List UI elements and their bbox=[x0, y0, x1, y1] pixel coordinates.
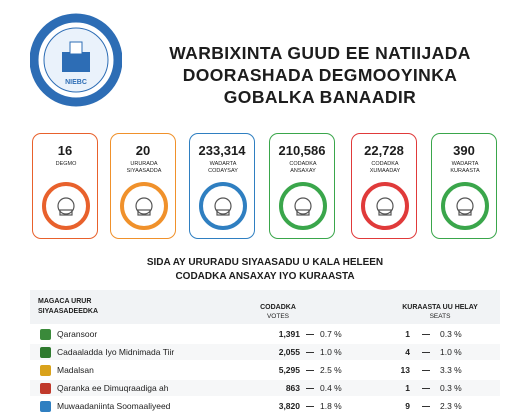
party-name: Cadaaladda Iyo Midnimada Tiir bbox=[57, 347, 175, 357]
votes-pct: 0.4 % bbox=[320, 383, 342, 393]
stat-label: DEGMO bbox=[55, 161, 77, 167]
votes-pct: 2.5 % bbox=[320, 365, 342, 375]
title-line: DOORASHADA DEGMOOYINKA bbox=[182, 65, 458, 85]
party-name: Qaranka ee Dimuqraadiga ah bbox=[57, 383, 169, 393]
stat-card: 210,586 CODADKA ANSAXAY bbox=[269, 133, 335, 239]
stat-number: 210,586 bbox=[278, 143, 326, 158]
stat-number: 390 bbox=[453, 143, 475, 158]
table-row: Muwaadaniinta Soomaaliyeed 3,820 1.8 % 9 2.3… bbox=[30, 398, 500, 414]
logo: NIEBC bbox=[30, 13, 122, 107]
seats: 1 bbox=[405, 329, 410, 339]
dash bbox=[306, 334, 314, 335]
stat-icon bbox=[441, 182, 489, 230]
seats-pct: 1.0 % bbox=[440, 347, 462, 357]
subtitle-line: SIDA AY URURADU SIYAASADU U KALA HELEEN bbox=[146, 257, 384, 268]
header-votes-sub: VOTES bbox=[266, 313, 290, 320]
votes: 2,055 bbox=[278, 347, 300, 357]
stat-label: CODADKA ANSAXAY bbox=[289, 161, 317, 174]
votes: 3,820 bbox=[278, 401, 300, 411]
stat-icon bbox=[120, 182, 168, 230]
dash bbox=[422, 370, 430, 371]
dash bbox=[306, 370, 314, 371]
stat-card: 22,728 CODADKA XUMAADAY bbox=[351, 133, 417, 239]
dash bbox=[422, 352, 430, 353]
stat-card: 233,314 WADARTA CODAYSAY bbox=[189, 133, 255, 239]
stat-card: 390 WADARTA KURAASTA bbox=[431, 133, 497, 239]
subtitle: SIDA AY URURADU SIYAASADU U KALA HELEEN … bbox=[60, 256, 470, 284]
stat-label: CODADKA XUMAADAY bbox=[369, 161, 401, 174]
party-name: Qaransoor bbox=[57, 329, 98, 339]
header-seats: KURAASTA UU HELAY bbox=[402, 304, 478, 311]
stat-icon bbox=[279, 182, 327, 230]
dash bbox=[422, 334, 430, 335]
stat-icon bbox=[199, 182, 247, 230]
party-name: Muwaadaniinta Soomaaliyeed bbox=[57, 401, 171, 411]
seats-pct: 0.3 % bbox=[440, 383, 462, 393]
seats: 1 bbox=[405, 383, 410, 393]
stat-icon bbox=[42, 182, 90, 230]
seats: 9 bbox=[405, 401, 410, 411]
seats-pct: 3.3 % bbox=[440, 365, 462, 375]
dash bbox=[422, 406, 430, 407]
seats: 4 bbox=[405, 347, 410, 357]
votes: 863 bbox=[285, 383, 300, 393]
votes: 1,391 bbox=[278, 329, 300, 339]
table-row: Qaranka ee Dimuqraadiga ah 863 0.4 % 1 0.3 % bbox=[30, 380, 500, 396]
votes-pct: 0.7 % bbox=[320, 329, 342, 339]
dash bbox=[422, 388, 430, 389]
votes-pct: 1.0 % bbox=[320, 347, 342, 357]
table-row: Cadaaladda Iyo Midnimada Tiir 2,055 1.0 % 4… bbox=[30, 344, 500, 360]
stat-icon bbox=[361, 182, 409, 230]
stat-label: URURADA SIYAASADDA bbox=[126, 161, 162, 174]
stat-number: 20 bbox=[135, 143, 151, 158]
party-icon bbox=[40, 365, 51, 376]
dash bbox=[306, 406, 314, 407]
seats: 13 bbox=[400, 365, 410, 375]
seats-pct: 2.3 % bbox=[440, 401, 462, 411]
title-line: WARBIXINTA GUUD EE NATIIJADA bbox=[169, 43, 471, 63]
subtitle-line: CODADKA ANSAXAY IYO KURAASTA bbox=[175, 271, 355, 282]
stat-label: WADARTA CODAYSAY bbox=[208, 161, 238, 174]
logo-text: NIEBC bbox=[65, 79, 87, 86]
stat-label: WADARTA KURAASTA bbox=[450, 161, 480, 174]
header-party: MAGACA URUR SIYAASADEEDKA bbox=[38, 298, 99, 315]
table-row: Madalsan 5,295 2.5 % 13 3.3 % bbox=[30, 362, 500, 378]
stat-number: 22,728 bbox=[364, 143, 404, 158]
stat-card: 20 URURADA SIYAASADDA bbox=[110, 133, 176, 239]
party-icon bbox=[40, 329, 51, 340]
title: WARBIXINTA GUUD EE NATIIJADA DOORASHADA … bbox=[150, 42, 490, 108]
stat-card: 16 DEGMO bbox=[32, 133, 98, 239]
header-votes: CODADKA bbox=[260, 304, 296, 311]
party-icon bbox=[40, 401, 51, 412]
dash bbox=[306, 388, 314, 389]
party-icon bbox=[40, 347, 51, 358]
stat-number: 233,314 bbox=[198, 143, 246, 158]
header-seats-sub: SEATS bbox=[429, 313, 451, 320]
stat-number: 16 bbox=[57, 143, 73, 158]
party-name: Madalsan bbox=[57, 365, 94, 375]
seats-pct: 0.3 % bbox=[440, 329, 462, 339]
votes: 5,295 bbox=[278, 365, 300, 375]
party-icon bbox=[40, 383, 51, 394]
votes-pct: 1.8 % bbox=[320, 401, 342, 411]
table-row: Qaransoor 1,391 0.7 % 1 0.3 % bbox=[30, 326, 500, 342]
title-line: GOBALKA BANAADIR bbox=[223, 87, 417, 107]
dash bbox=[306, 352, 314, 353]
table-header bbox=[30, 290, 500, 324]
